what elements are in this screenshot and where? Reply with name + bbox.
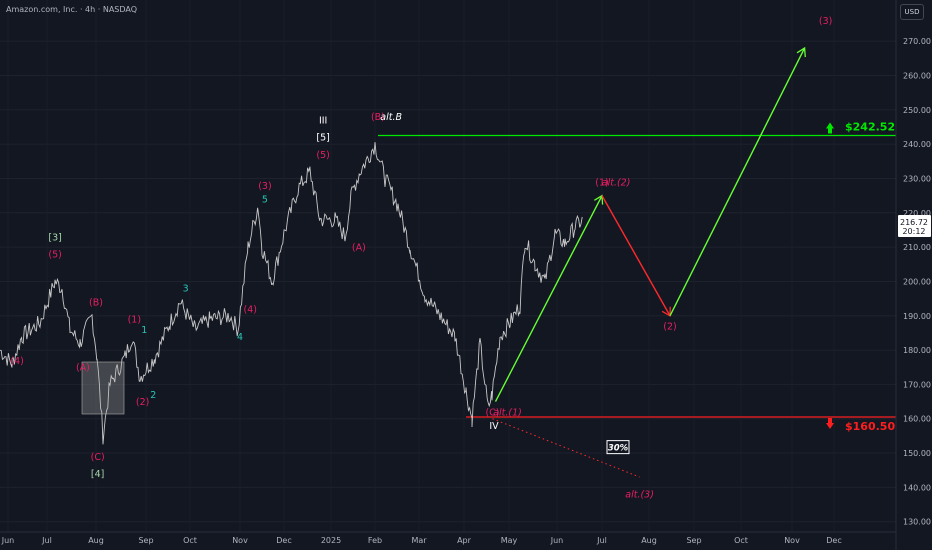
price-tag-value: 216.72 — [900, 218, 928, 227]
wave-label: 5 — [262, 195, 268, 206]
wave-label: (3) — [819, 16, 832, 27]
x-tick-label: Sep — [686, 536, 701, 545]
wave-label: [3] — [48, 232, 61, 243]
price-tag-countdown: 20:12 — [902, 227, 925, 236]
x-tick-label: Jul — [41, 536, 52, 545]
y-tick-label: 240.00 — [903, 140, 931, 149]
wave-projections — [492, 46, 806, 478]
y-tick-label: 220.00 — [903, 209, 931, 218]
y-tick-label: 260.00 — [903, 72, 931, 81]
wave-label: (2) — [663, 321, 676, 332]
x-tick-label: Nov — [232, 536, 248, 545]
wave-label: (4) — [244, 304, 257, 315]
y-tick-label: 200.00 — [903, 277, 931, 286]
grid — [0, 40, 896, 523]
projection-impulse — [669, 47, 806, 317]
x-tick-label: Oct — [734, 536, 748, 545]
arrowhead — [796, 46, 806, 58]
y-tick-label: 250.00 — [903, 106, 931, 115]
y-tick-label: 170.00 — [903, 380, 931, 389]
wave-labels: (4)(A)(B)(C)[4][3](5)(1)1(2)234(4)(3)5II… — [10, 16, 832, 501]
symbol-header: Amazon.com, Inc. · 4h · NASDAQ — [6, 5, 138, 14]
wave-label: (A) — [76, 363, 90, 374]
projection-impulse — [494, 195, 603, 402]
x-tick-label: Dec — [276, 536, 291, 545]
y-tick-label: 190.00 — [903, 312, 931, 321]
wave-label: III — [319, 116, 327, 127]
wave-label: alt.B — [380, 112, 402, 123]
y-tick-label: 210.00 — [903, 243, 931, 252]
wave-label: alt.(2) — [602, 177, 631, 188]
x-tick-label: Jun — [550, 536, 564, 545]
wave-label: (5) — [48, 249, 61, 260]
y-tick-label: 150.00 — [903, 449, 931, 458]
x-tick-label: Jun — [1, 536, 15, 545]
wave-label: 4 — [237, 332, 243, 343]
x-tick-label: Aug — [88, 536, 104, 545]
down-arrow-icon — [826, 418, 834, 430]
arrowhead — [661, 306, 671, 317]
wave-label: (C) — [91, 452, 105, 463]
x-tick-label: Sep — [138, 536, 153, 545]
wave-label: [4] — [91, 469, 104, 480]
wave-label: (C) — [485, 407, 499, 418]
wave-label: (A) — [352, 243, 366, 254]
x-tick-label: May — [501, 536, 518, 545]
x-tick-label: Mar — [411, 536, 427, 545]
wave-label: 1 — [141, 325, 147, 336]
highlight-box — [81, 361, 125, 415]
wave-label: (3) — [258, 181, 271, 192]
price-series — [0, 142, 583, 445]
y-tick-label: 140.00 — [903, 483, 931, 492]
probability-text: 30% — [608, 444, 629, 454]
wave-label: (2) — [136, 397, 149, 408]
x-tick-label: Feb — [368, 536, 382, 545]
upper-level-label: $242.52 — [845, 121, 895, 134]
up-arrow-icon — [826, 122, 834, 134]
wave-label: alt.(3) — [625, 490, 654, 501]
price-line — [0, 142, 583, 445]
x-tick-label: Nov — [784, 536, 800, 545]
wave-label: (B) — [89, 297, 103, 308]
x-tick-label: Aug — [641, 536, 657, 545]
wave-label: (1) — [128, 315, 141, 326]
lower-level-label: $160.50 — [845, 420, 895, 433]
wave-label: [5] — [316, 133, 329, 144]
wave-label: (B) — [371, 112, 385, 123]
x-tick-label: Jul — [596, 536, 607, 545]
wave-label: 3 — [183, 284, 189, 295]
x-tick-label: Apr — [457, 536, 472, 545]
y-tick-label: 270.00 — [903, 37, 931, 46]
price-levels — [378, 134, 896, 418]
currency-button[interactable]: USD — [900, 4, 924, 20]
x-tick-label: Oct — [183, 536, 197, 545]
wave-label: (1) — [595, 177, 608, 188]
y-tick-label: 230.00 — [903, 174, 931, 183]
price-tag-box — [898, 215, 931, 238]
y-tick-label: 130.00 — [903, 518, 931, 527]
wave-label: alt.(1) — [493, 407, 522, 418]
wave-label: (4) — [10, 356, 23, 367]
x-tick-label: Dec — [826, 536, 841, 545]
x-tick-label: 2025 — [321, 536, 341, 545]
y-tick-label: 160.00 — [903, 415, 931, 424]
wave-label: 2 — [150, 390, 156, 401]
wave-label: IV — [489, 421, 499, 432]
wave-label: (5) — [316, 150, 329, 161]
projection-alt — [492, 418, 640, 478]
y-tick-label: 180.00 — [903, 346, 931, 355]
projection-correction — [601, 195, 671, 317]
probability-badge — [606, 440, 630, 455]
